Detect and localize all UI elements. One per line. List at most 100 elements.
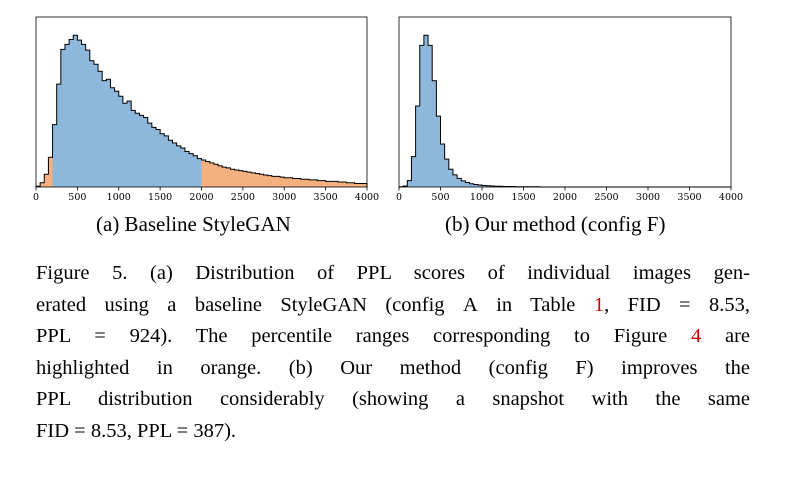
caption-l4-config: F [575,356,587,379]
chart-a-bar [122,103,128,187]
chart-a-bar [267,175,273,187]
chart-a-bar [176,145,182,187]
chart-a-bar [160,133,165,187]
chart-a-x-tick-label: 3500 [314,192,338,203]
chart-a-bar [280,177,285,187]
chart-a-x-tick-label: 1500 [148,192,172,203]
chart-a-x-tick-label: 0 [33,192,39,203]
chart-a-step-outline [35,34,368,187]
chart-a-bar [329,181,335,187]
chart-a-bar [44,174,49,187]
chart-a-bar [147,123,153,187]
caption-l4-post: ) improves the [586,356,750,379]
chart-a-x-tick-label: 4000 [355,192,379,203]
chart-a-bar [271,176,277,187]
chart-a-bar [292,178,298,187]
chart-a-bar [309,179,314,187]
chart-a-bar [201,160,206,187]
chart-a-bar [40,182,45,187]
chart-a-bar [139,115,144,187]
figure-caption: Figure 5. (a) Distribution of PPL scores… [36,258,750,447]
caption-l2-post: , FID = 8.53, [604,293,751,316]
chart-a-bar [238,170,244,187]
chart-a-bar [209,162,215,187]
chart-a-bar [52,124,58,187]
chart-a-bar [69,39,74,188]
chart-a-bar [127,101,132,187]
chart-a-bar [73,35,78,187]
chart-a-bar [300,179,306,187]
chart-a-bar [205,161,211,187]
chart-a-bar [56,84,62,187]
caption-l6: FID = 8.53, PPL = 387). [36,419,237,442]
chart-a-bar [350,182,355,187]
chart-a-bar [131,110,136,187]
subcaption-a: (a) Baseline StyleGAN [96,212,291,237]
chart-a-x-tick-label: 2000 [189,192,213,203]
chart-a-bar [247,172,252,187]
caption-line-2: erated using a baseline StyleGAN (config… [36,290,750,322]
chart-a-bar [155,129,161,187]
chart-a-bar [230,169,235,187]
chart-a-bar [321,180,326,187]
chart-a-bar [333,181,339,187]
chart-a-bar [338,182,343,187]
chart-a-bar [234,169,240,187]
subcaption-b-suffix: ) [658,212,666,236]
subcaption-b-prefix: (b) Our method (config [445,212,647,236]
chart-a-bar [189,153,194,187]
chart-a-bar [362,183,368,187]
chart-a-bar [304,179,310,187]
chart-a-bar [110,87,115,187]
figure-reference-link[interactable]: 4 [690,325,702,347]
chart-a-bar [313,179,318,187]
caption-line-3: PPL = 924). The percentile ranges corres… [36,321,750,353]
chart-a-bar [81,44,86,188]
chart-a-x-tick-label: 3000 [272,192,296,203]
chart-a-bar [354,183,360,187]
chart-a-bar [89,60,95,187]
chart-a-x-tick-label: 2500 [231,192,255,203]
caption-l2-mid: in Table [477,293,594,316]
chart-a-bar [114,91,120,187]
chart-a-bar [358,183,364,187]
chart-a-bar [284,177,289,187]
chart-a-bar [151,127,157,187]
subcaption-a-text: (a) Baseline StyleGAN [96,212,291,236]
caption-l2-pre: erated using a baseline StyleGAN (config [36,293,463,316]
chart-a-bar [193,155,198,187]
caption-l5: PPL distribution considerably (showing a… [36,388,750,410]
chart-a-bar [317,180,322,187]
chart-a-bar [197,158,202,187]
chart-a-x-tick-label: 500 [68,192,86,203]
chart-a-bar [180,147,186,187]
chart-a-bar [106,79,111,187]
chart-a-bar [242,171,248,187]
chart-a-bar [275,176,281,187]
chart-a-bar [85,50,91,187]
chart-a-bar [143,117,149,187]
table-reference-link[interactable]: 1 [593,293,605,316]
chart-a-bar [251,172,256,187]
chart-a-baseline-stylegan: 0 500 1000 1500 2000 2500 3000 3500 4000 [33,16,379,203]
plot-area-a: 0 500 1000 1500 2000 2500 3000 3500 4000 [33,16,379,203]
chart-a-bar [342,182,347,187]
caption-l1: Figure 5. (a) Distribution of PPL scores… [36,262,750,284]
chart-a-bar [218,165,223,187]
chart-a-bar [135,113,140,187]
chart-a-bar [255,173,260,187]
chart-a-bar [102,80,107,187]
chart-a-bar [213,164,219,187]
caption-l3-post: are [701,325,750,347]
chart-a-bar [93,64,99,187]
chart-a-bar [325,181,331,187]
chart-a-bar [118,96,124,187]
caption-line-4: highlighted in orange. (b) Our method (c… [36,353,750,385]
caption-l2-config: A [462,293,478,316]
chart-a-x-tick-label: 1000 [107,192,131,203]
caption-l3-pre: PPL = 924). The percentile ranges corres… [36,325,691,347]
caption-line-1: Figure 5. (a) Distribution of PPL scores… [36,258,750,290]
chart-a-bar [346,182,351,187]
chart-a-bar [168,140,173,187]
chart-a-bar [263,174,269,187]
